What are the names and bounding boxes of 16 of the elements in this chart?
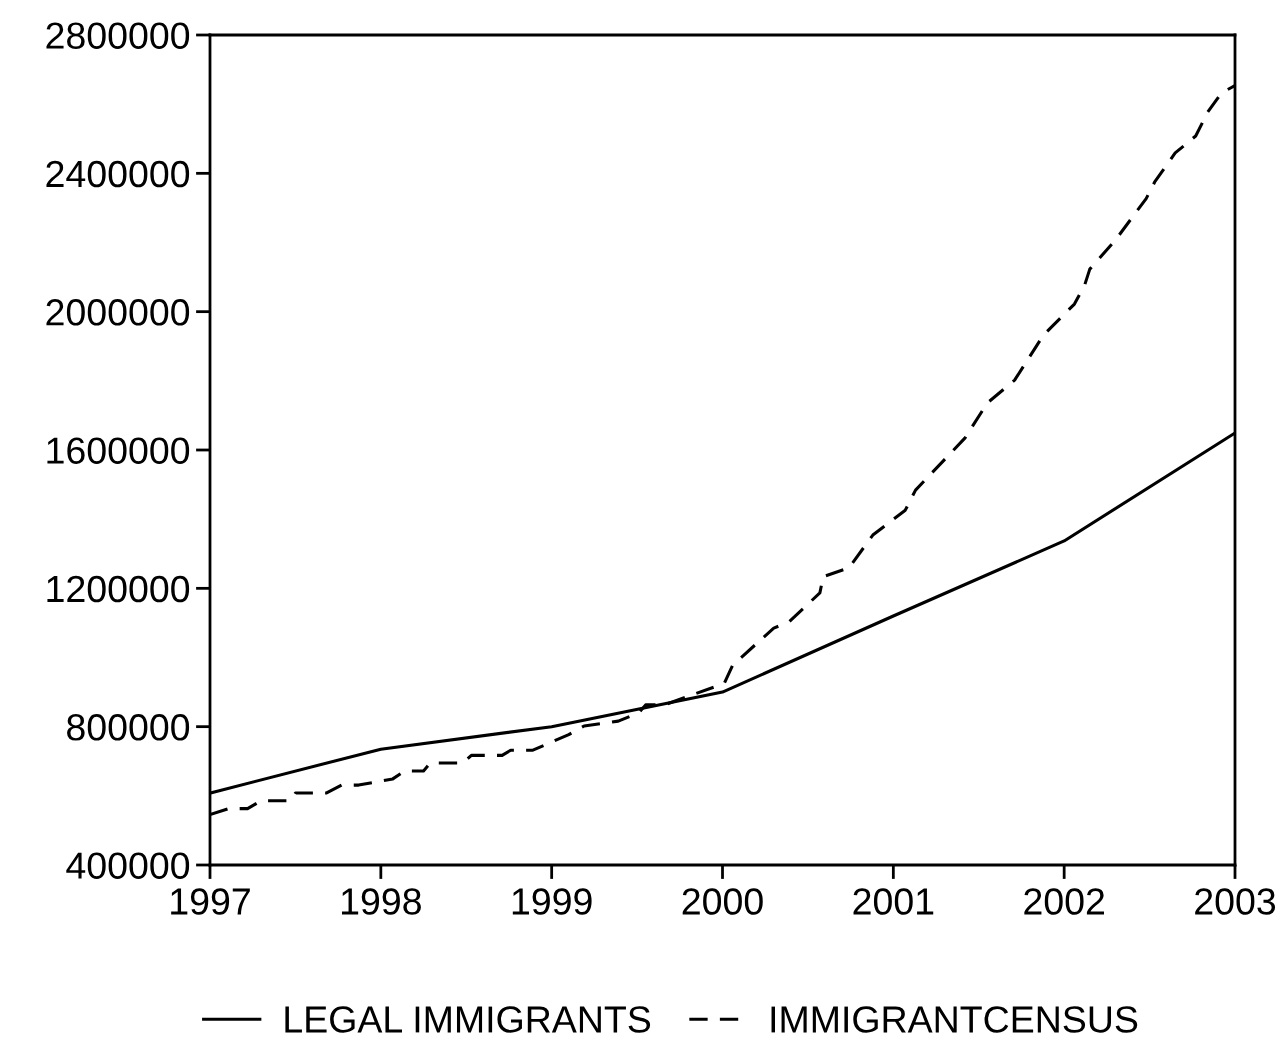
x-tick-label: 2002	[1024, 888, 1104, 915]
x-tick-label: 1997	[171, 888, 250, 915]
y-tick-label: 2400000	[46, 160, 190, 188]
x-tick-label: 1998	[341, 888, 421, 915]
y-tick-label: 1200000	[47, 575, 190, 603]
y-tick-label: 400000	[66, 852, 190, 879]
x-tick-label: 1999	[512, 888, 592, 915]
y-tick-label: 1600000	[47, 437, 190, 464]
x-tick-label: 2001	[853, 888, 934, 915]
x-tick-label: 2003	[1195, 888, 1276, 915]
y-tick-label: 2000000	[46, 299, 190, 326]
legend-label: IMMIGRANTCENSUS	[771, 1006, 1138, 1033]
y-tick-label: 2800000	[46, 22, 190, 49]
y-tick-label: 800000	[67, 714, 190, 741]
x-tick-label: 2000	[682, 888, 763, 915]
legend-label: LEGAL IMMIGRANTS	[285, 1006, 651, 1033]
